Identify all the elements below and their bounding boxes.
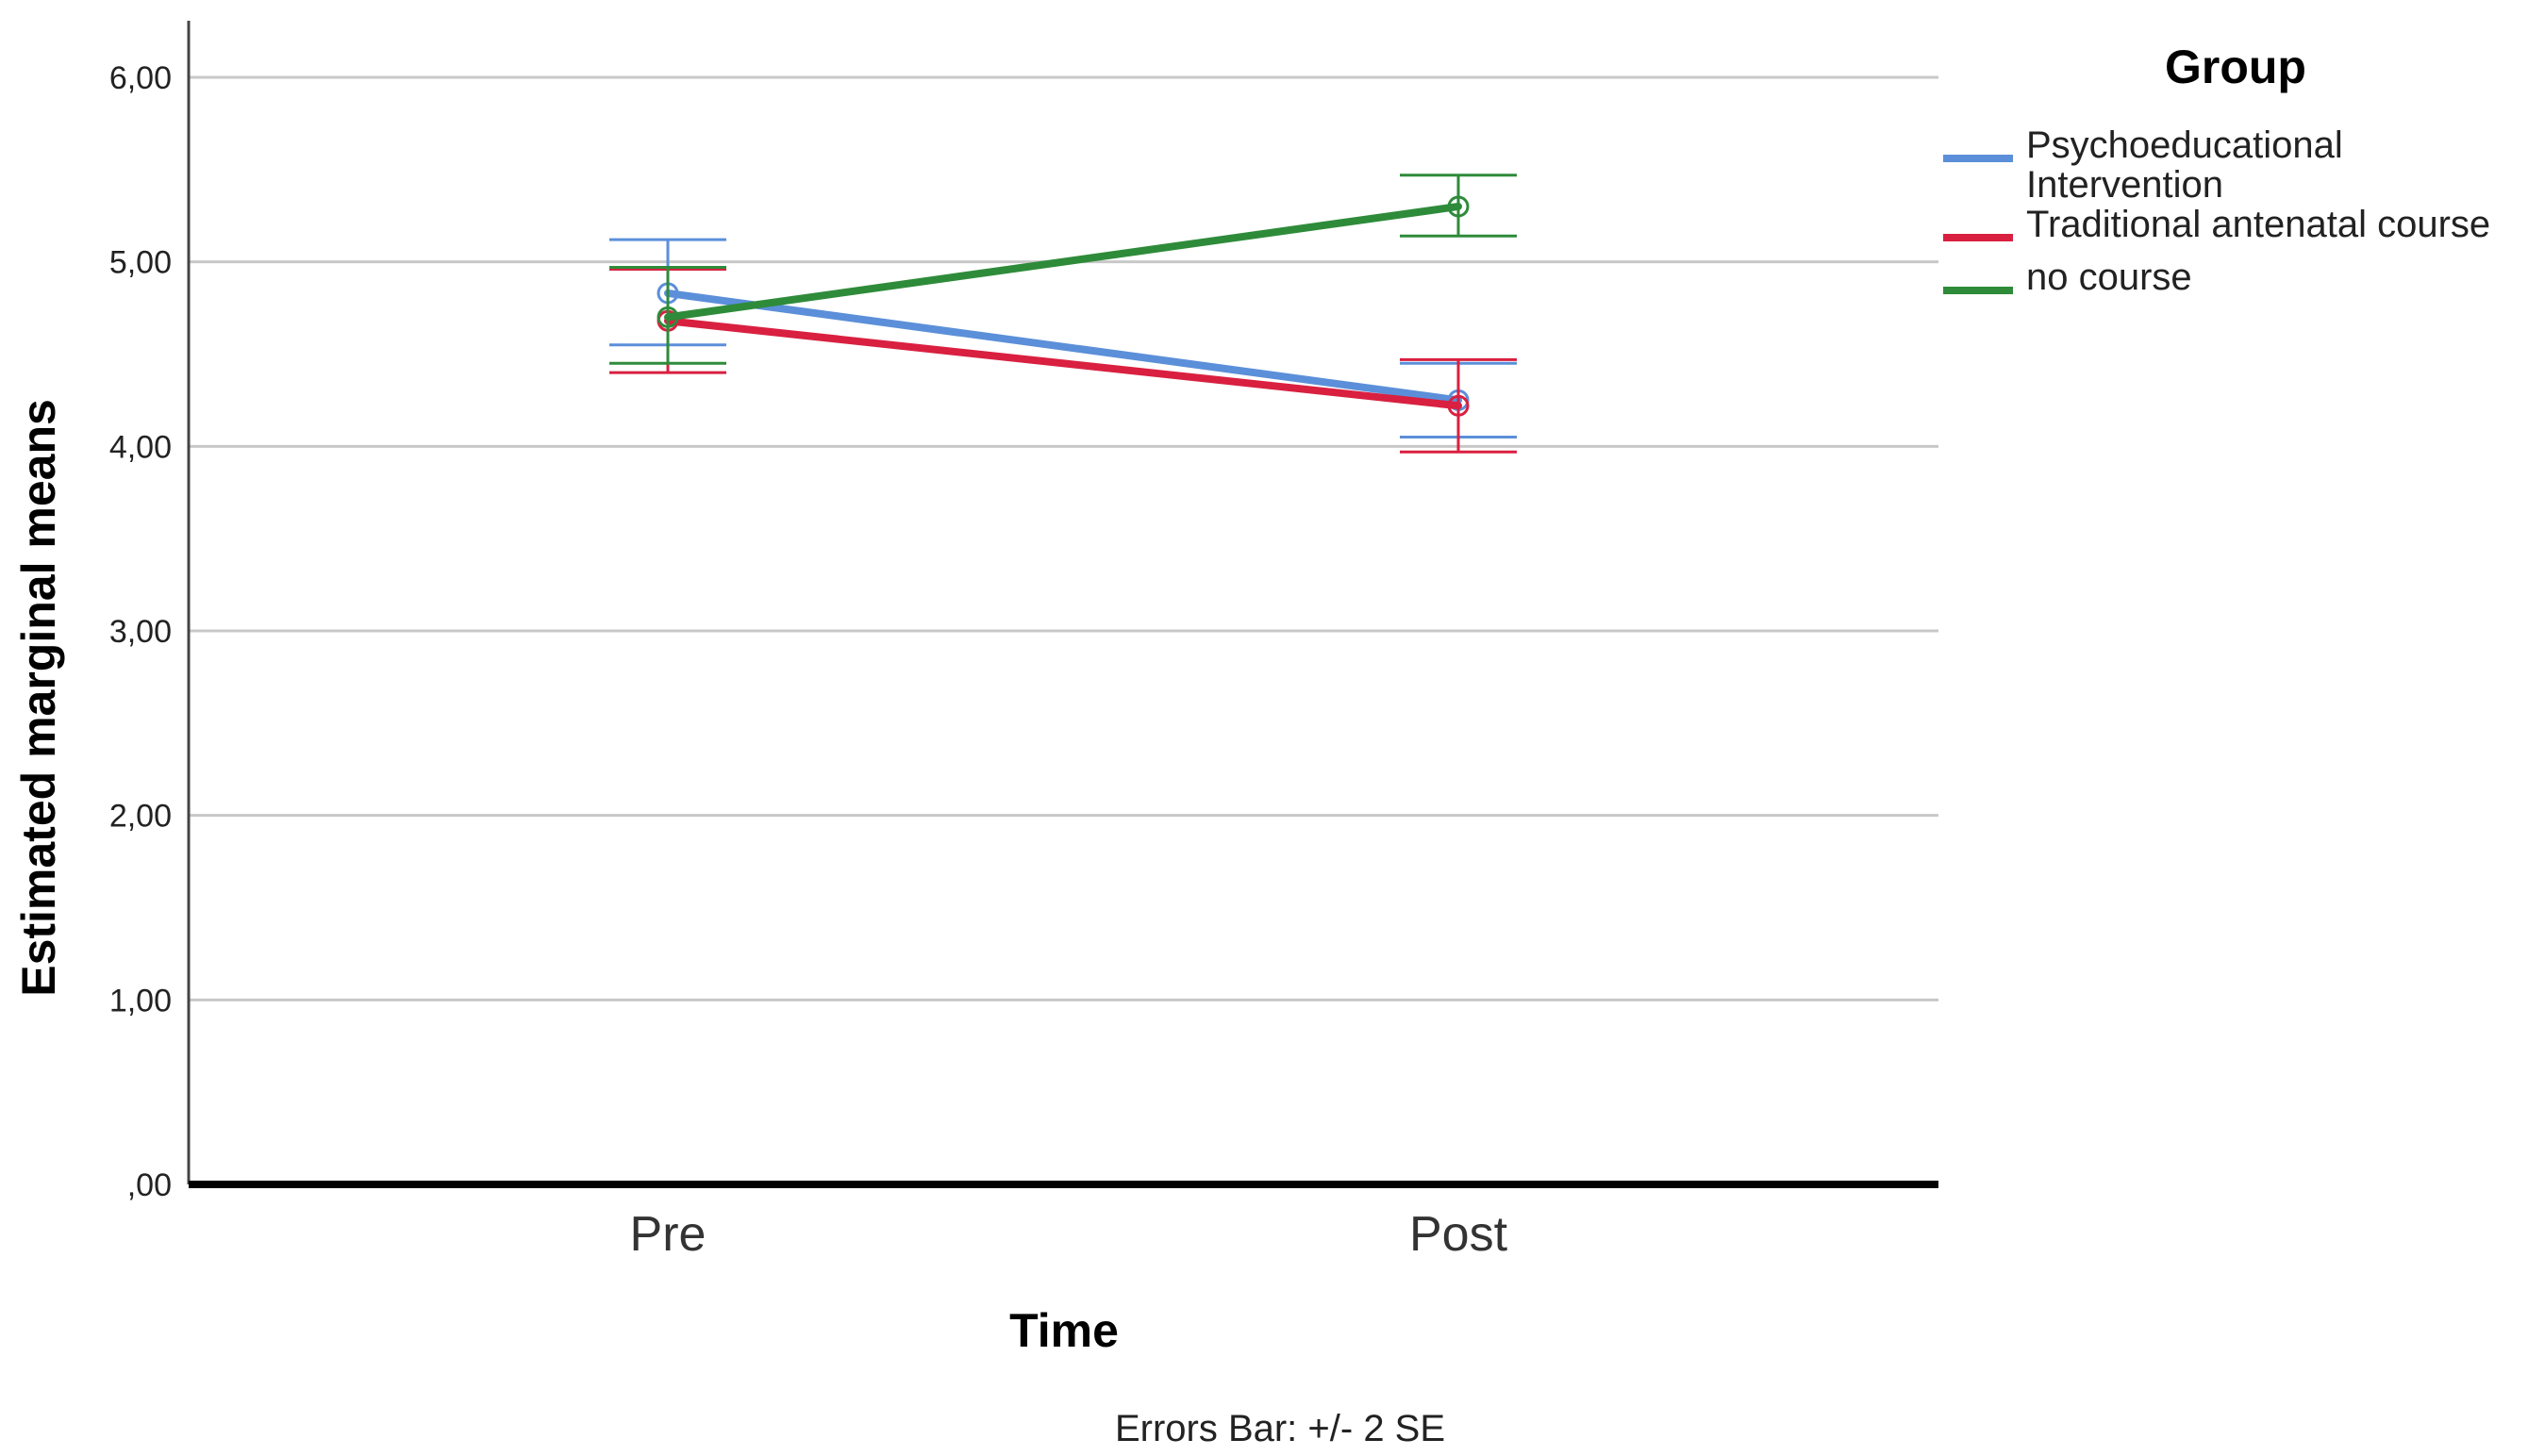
- series-layer: [609, 174, 1517, 454]
- y-tick-label: 6,00: [109, 60, 172, 96]
- series-line: [664, 202, 1462, 322]
- legend-item-1: Traditional antenatal course: [1943, 204, 2490, 245]
- x-tick-label: Post: [1409, 1207, 1508, 1262]
- legend-label: no course: [2026, 256, 2192, 298]
- y-tick-label: 2,00: [109, 799, 172, 835]
- series-1: [609, 267, 1517, 454]
- axes: [187, 21, 1938, 1188]
- legend-title: Group: [2165, 41, 2306, 93]
- legend-label: Intervention: [2026, 164, 2223, 206]
- legend-label: Traditional antenatal course: [2026, 204, 2490, 245]
- series-line: [664, 317, 1462, 410]
- y-tick-label: 3,00: [109, 614, 172, 650]
- x-axis-title: Time: [1009, 1304, 1119, 1357]
- grid-lines: [189, 75, 1938, 1001]
- y-tick-label: 5,00: [109, 245, 172, 281]
- series-0: [609, 238, 1517, 439]
- series-2: [609, 174, 1517, 365]
- legend-label: Psychoeducational: [2026, 124, 2343, 166]
- y-tick-label: 1,00: [109, 983, 172, 1018]
- y-tick-label: 4,00: [109, 429, 172, 465]
- error-bar-footnote: Errors Bar: +/- 2 SE: [1115, 1408, 1445, 1449]
- x-tick-label: Pre: [630, 1207, 707, 1262]
- series-line: [664, 289, 1462, 405]
- legend-item-2: no course: [1943, 256, 2192, 298]
- axis-labels: ,00 1,00 2,00 3,00 4,00 5,00 6,00 Pre Post: [109, 60, 1508, 1262]
- data-point-marker: [1447, 195, 1470, 218]
- legend: PsychoeducationalInterventionTraditional…: [1943, 124, 2490, 298]
- y-tick-label: ,00: [127, 1167, 172, 1203]
- data-point-marker: [1447, 394, 1470, 417]
- y-axis-title: Estimated marginal means: [12, 399, 65, 997]
- data-point-marker: [657, 306, 679, 328]
